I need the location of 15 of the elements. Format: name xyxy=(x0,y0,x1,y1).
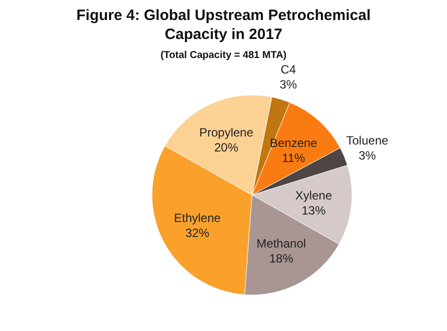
slice-label: Methanol xyxy=(256,236,306,251)
data-label: 3% xyxy=(358,148,376,163)
slice-label: C4 xyxy=(280,62,296,76)
data-label: 18% xyxy=(269,252,294,266)
slice-label: Toluene xyxy=(346,134,389,148)
slice-label: Xylene xyxy=(295,188,332,203)
chart-title: Figure 4: Global Upstream Petrochemical Capacity in 2017 xyxy=(76,7,371,43)
chart-subtitle: (Total Capacity = 481 MTA) xyxy=(160,50,287,61)
slice-label: Propylene xyxy=(199,126,254,140)
data-label: 20% xyxy=(214,140,239,155)
data-label: 32% xyxy=(185,226,210,240)
data-label: 13% xyxy=(302,204,326,218)
data-label: 11% xyxy=(282,150,306,165)
slice-label: Ethylene xyxy=(174,211,222,226)
data-label: 3% xyxy=(280,77,298,92)
